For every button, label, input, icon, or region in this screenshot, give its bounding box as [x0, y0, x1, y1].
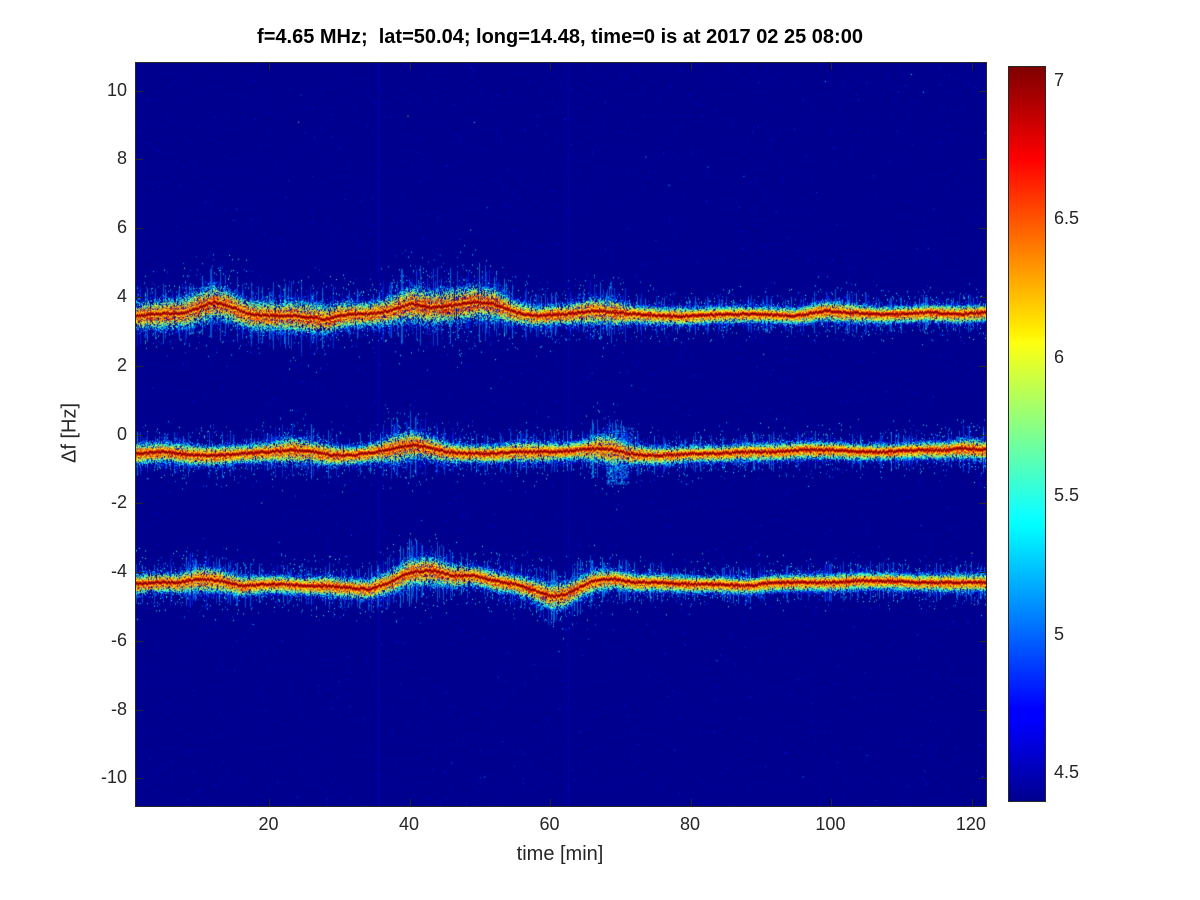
x-tick-mark: [550, 799, 552, 806]
y-tick-mark: [136, 228, 143, 230]
y-tick-label: 2: [116, 354, 127, 375]
y-tick-mark: [979, 640, 986, 642]
colorbar: [1008, 66, 1046, 802]
y-tick-mark: [136, 640, 143, 642]
chart-title: f=4.65 MHz; lat=50.04; long=14.48, time=…: [257, 26, 863, 48]
x-tick-mark: [831, 799, 833, 806]
x-tick-mark: [690, 63, 692, 70]
x-tick-label: 120: [955, 814, 986, 834]
y-tick-label: -8: [110, 698, 127, 719]
y-tick-mark: [136, 572, 143, 574]
y-tick-mark: [136, 709, 143, 711]
x-tick-mark: [971, 63, 973, 70]
colorbar-tick-label: 5.5: [1054, 485, 1080, 506]
colorbar-tick-label: 4.5: [1054, 762, 1080, 783]
y-tick-mark: [136, 434, 143, 436]
y-tick-label: -6: [110, 629, 127, 650]
colorbar-tick-label: 6.5: [1054, 208, 1080, 229]
y-tick-label: 10: [106, 79, 127, 100]
y-tick-label: 4: [116, 285, 127, 306]
spectrogram-heatmap-canvas: [136, 63, 986, 806]
y-tick-mark: [979, 434, 986, 436]
y-tick-label: 8: [116, 148, 127, 169]
x-tick-mark: [269, 799, 271, 806]
y-tick-mark: [136, 365, 143, 367]
y-tick-mark: [979, 709, 986, 711]
x-tick-mark: [409, 63, 411, 70]
x-tick-label: 40: [398, 814, 419, 834]
y-tick-label: 6: [116, 217, 127, 238]
y-tick-mark: [136, 296, 143, 298]
y-tick-mark: [979, 572, 986, 574]
x-tick-mark: [831, 63, 833, 70]
x-tick-mark: [690, 799, 692, 806]
colorbar-tick-label: 5: [1054, 623, 1065, 644]
y-tick-mark: [979, 503, 986, 505]
y-tick-mark: [979, 365, 986, 367]
y-tick-mark: [979, 90, 986, 92]
y-tick-label: -2: [110, 492, 127, 513]
x-tick-label: 100: [815, 814, 846, 834]
x-axis-label: time [min]: [516, 843, 604, 865]
y-tick-label: -4: [110, 561, 127, 582]
x-tick-mark: [971, 799, 973, 806]
y-tick-mark: [979, 778, 986, 780]
y-tick-mark: [979, 159, 986, 161]
x-tick-mark: [269, 63, 271, 70]
y-tick-mark: [136, 778, 143, 780]
y-tick-mark: [979, 228, 986, 230]
x-tick-label: 20: [258, 814, 279, 834]
plot-area: [135, 62, 987, 807]
x-tick-mark: [550, 63, 552, 70]
colorbar-tick-label: 6: [1054, 346, 1065, 367]
colorbar-tick-label: 7: [1054, 69, 1065, 90]
x-tick-mark: [409, 799, 411, 806]
x-tick-label: 80: [679, 814, 700, 834]
y-tick-mark: [136, 159, 143, 161]
y-tick-label: -10: [100, 767, 127, 788]
y-tick-mark: [136, 90, 143, 92]
y-tick-mark: [136, 503, 143, 505]
y-tick-mark: [979, 296, 986, 298]
colorbar-gradient-canvas: [1009, 67, 1045, 801]
x-tick-label: 60: [539, 814, 560, 834]
y-tick-label: 0: [116, 423, 127, 444]
